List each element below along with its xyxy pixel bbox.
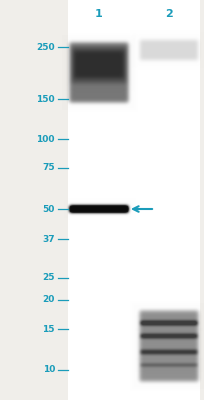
Text: 50: 50 xyxy=(42,204,55,214)
Text: 25: 25 xyxy=(42,274,55,282)
Text: 100: 100 xyxy=(36,134,55,144)
Text: 2: 2 xyxy=(164,9,172,19)
Text: 37: 37 xyxy=(42,234,55,244)
Text: 15: 15 xyxy=(42,324,55,334)
Text: 20: 20 xyxy=(42,296,55,304)
Text: 10: 10 xyxy=(42,366,55,374)
Text: 75: 75 xyxy=(42,164,55,172)
Text: 250: 250 xyxy=(36,42,55,52)
Text: 150: 150 xyxy=(36,94,55,104)
Text: 1: 1 xyxy=(95,9,102,19)
